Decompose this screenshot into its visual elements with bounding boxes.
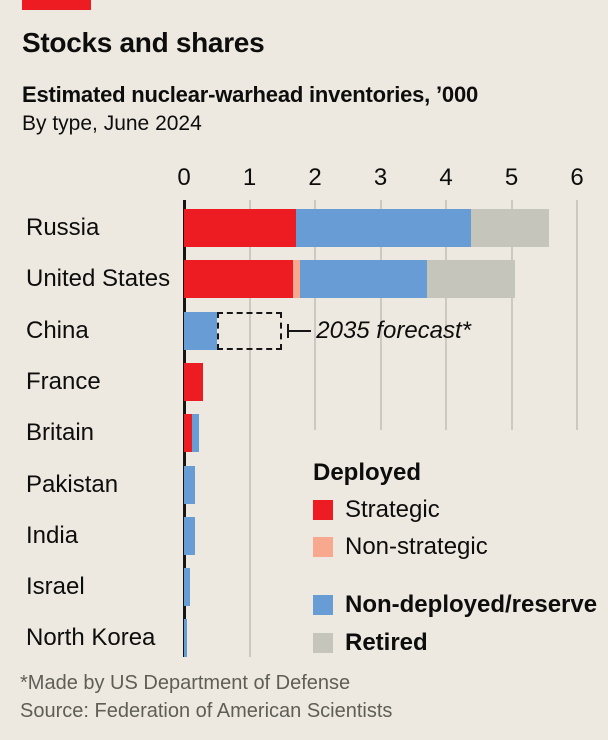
gridline-tick-3 (379, 200, 382, 430)
legend-item-strategic: Strategic (313, 496, 440, 524)
bar-segment-strategic (184, 209, 296, 247)
gridline-tick-4 (445, 200, 447, 430)
x-tick-label-2: 2 (308, 164, 322, 191)
bar-segment-non_strategic (293, 260, 300, 299)
bar-segment-strategic (184, 260, 294, 299)
forecast-box (216, 311, 283, 350)
economist-red-tab (22, 0, 91, 10)
legend-swatch-strategic (313, 500, 333, 520)
x-tick-label-1: 1 (242, 164, 257, 191)
chart-subtitle: Estimated nuclear-warhead inventories, ’… (22, 82, 479, 107)
legend-item-non_strategic: Non-strategic (313, 533, 488, 561)
legend-item-retired: Retired (313, 629, 428, 657)
country-label-russia: Russia (26, 214, 100, 241)
bar-segment-reserve (299, 260, 427, 299)
country-label-pakistan: Pakistan (26, 470, 119, 498)
bar-segment-reserve (184, 311, 217, 350)
legend-label-retired: Retired (345, 629, 428, 656)
source-line: Source: Federation of American Scientist… (20, 700, 393, 722)
bar-segment-strategic (184, 414, 192, 453)
bar-segment-reserve (184, 465, 196, 504)
bar-segment-reserve (184, 568, 190, 607)
country-label-france: France (26, 367, 101, 395)
country-label-china: China (26, 316, 89, 344)
bar-segment-reserve (296, 209, 471, 247)
bar-segment-retired (427, 260, 515, 299)
x-tick-label-5: 5 (504, 164, 519, 191)
bar-segment-reserve (184, 619, 188, 658)
x-tick-label-0: 0 (177, 164, 191, 191)
chart-title: Stocks and shares (22, 27, 265, 58)
bar-segment-reserve (191, 414, 199, 453)
legend-swatch-retired (313, 633, 333, 653)
legend-label-non_strategic: Non-strategic (345, 533, 488, 560)
bar-segment-strategic (184, 362, 203, 401)
country-label-united-states: United States (26, 265, 171, 293)
chart-subtitle-2: By type, June 2024 (22, 112, 202, 135)
legend-group-title-deployed: Deployed (313, 459, 422, 486)
forecast-label: 2035 forecast* (316, 316, 472, 344)
bar-segment-reserve (184, 516, 196, 555)
legend-label-reserve: Non-deployed/reserve (345, 591, 598, 618)
gridline-tick-5 (510, 200, 513, 430)
country-label-britain: Britain (26, 419, 95, 447)
gridline-tick-2 (314, 200, 316, 430)
x-tick-label-6: 6 (570, 164, 584, 191)
footnote: *Made by US Department of Defense (20, 672, 351, 694)
country-label-north-korea: North Korea (26, 624, 156, 652)
gridline-tick-1 (248, 200, 251, 657)
x-tick-label-3: 3 (373, 164, 388, 191)
legend-swatch-non_strategic (313, 537, 333, 557)
legend-label-strategic: Strategic (345, 496, 440, 523)
bar-segment-retired (470, 209, 550, 247)
x-tick-label-4: 4 (439, 164, 453, 191)
legend-swatch-reserve (313, 595, 333, 615)
gridline-tick-6 (576, 200, 578, 430)
legend-item-reserve: Non-deployed/reserve (313, 591, 597, 619)
country-label-india: India (26, 521, 79, 549)
country-label-israel: Israel (26, 573, 85, 601)
forecast-connector-line (287, 329, 312, 332)
